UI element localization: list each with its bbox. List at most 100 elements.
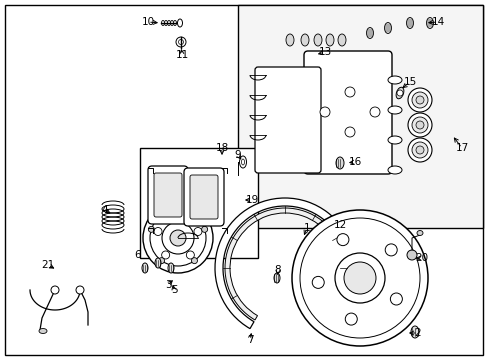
Circle shape	[51, 286, 59, 294]
FancyBboxPatch shape	[154, 173, 182, 217]
Ellipse shape	[39, 328, 47, 333]
Ellipse shape	[335, 157, 343, 169]
Text: 5: 5	[170, 285, 177, 295]
Circle shape	[389, 293, 402, 305]
Circle shape	[142, 203, 213, 273]
FancyBboxPatch shape	[148, 166, 187, 224]
Text: 19: 19	[245, 195, 258, 205]
Ellipse shape	[410, 326, 418, 338]
Circle shape	[334, 253, 384, 303]
Circle shape	[369, 107, 379, 117]
FancyBboxPatch shape	[190, 175, 218, 219]
Circle shape	[385, 244, 396, 256]
Circle shape	[175, 207, 181, 213]
Circle shape	[178, 40, 183, 45]
Circle shape	[176, 37, 185, 47]
Ellipse shape	[173, 21, 176, 26]
Text: 21: 21	[41, 260, 55, 270]
Ellipse shape	[337, 34, 346, 46]
Circle shape	[194, 228, 202, 235]
Ellipse shape	[155, 258, 161, 268]
Text: 6: 6	[134, 250, 141, 260]
Circle shape	[407, 113, 431, 137]
Ellipse shape	[416, 230, 422, 235]
Circle shape	[319, 107, 329, 117]
Text: 12: 12	[333, 220, 346, 230]
Text: 17: 17	[454, 143, 468, 153]
Ellipse shape	[285, 34, 293, 46]
Text: 10: 10	[141, 17, 154, 27]
Ellipse shape	[387, 76, 401, 84]
Ellipse shape	[301, 34, 308, 46]
Ellipse shape	[142, 263, 148, 273]
Text: 15: 15	[403, 77, 416, 87]
Circle shape	[186, 251, 194, 259]
Circle shape	[299, 218, 419, 338]
Ellipse shape	[273, 273, 280, 283]
Ellipse shape	[313, 34, 321, 46]
Ellipse shape	[426, 18, 433, 28]
Ellipse shape	[395, 87, 403, 99]
Text: 14: 14	[430, 17, 444, 27]
Text: 2: 2	[414, 328, 421, 338]
Ellipse shape	[366, 27, 373, 39]
Ellipse shape	[170, 21, 173, 26]
Ellipse shape	[406, 18, 413, 28]
Circle shape	[291, 210, 427, 346]
Circle shape	[343, 262, 375, 294]
Circle shape	[407, 88, 431, 112]
Circle shape	[150, 210, 205, 266]
Ellipse shape	[387, 166, 401, 174]
Circle shape	[76, 286, 84, 294]
Ellipse shape	[164, 21, 167, 26]
Circle shape	[162, 222, 194, 254]
FancyBboxPatch shape	[304, 51, 391, 174]
Text: 9: 9	[234, 150, 241, 160]
Text: 3: 3	[164, 280, 171, 290]
Circle shape	[158, 258, 164, 264]
Ellipse shape	[167, 21, 170, 26]
Circle shape	[345, 87, 354, 97]
Ellipse shape	[177, 19, 182, 27]
Text: 11: 11	[175, 50, 188, 60]
Text: 16: 16	[347, 157, 361, 167]
Ellipse shape	[241, 159, 244, 165]
Circle shape	[201, 226, 207, 232]
Ellipse shape	[325, 34, 333, 46]
Circle shape	[162, 251, 169, 259]
Circle shape	[415, 121, 423, 129]
Circle shape	[312, 276, 324, 288]
Ellipse shape	[384, 22, 391, 33]
Circle shape	[345, 313, 357, 325]
Circle shape	[415, 146, 423, 154]
Circle shape	[411, 92, 427, 108]
Circle shape	[154, 228, 162, 235]
Circle shape	[336, 234, 348, 246]
Circle shape	[396, 90, 402, 96]
Text: 20: 20	[415, 253, 427, 263]
Text: 7: 7	[246, 335, 253, 345]
Ellipse shape	[387, 136, 401, 144]
Text: 1: 1	[303, 223, 310, 233]
Circle shape	[415, 96, 423, 104]
Circle shape	[174, 213, 182, 221]
FancyBboxPatch shape	[254, 67, 320, 173]
Circle shape	[191, 258, 197, 264]
Circle shape	[170, 230, 185, 246]
Bar	[140, 148, 258, 258]
Ellipse shape	[161, 21, 164, 26]
Text: 13: 13	[318, 47, 331, 57]
Circle shape	[345, 127, 354, 137]
Circle shape	[148, 226, 154, 232]
Text: 8: 8	[274, 265, 281, 275]
Ellipse shape	[168, 263, 174, 273]
Ellipse shape	[239, 156, 246, 168]
Bar	[238, 5, 482, 228]
Circle shape	[411, 117, 427, 133]
Text: 4: 4	[102, 205, 108, 215]
Wedge shape	[224, 208, 345, 320]
Text: 18: 18	[215, 143, 228, 153]
Circle shape	[406, 250, 416, 260]
FancyBboxPatch shape	[183, 168, 224, 226]
Wedge shape	[215, 198, 354, 329]
